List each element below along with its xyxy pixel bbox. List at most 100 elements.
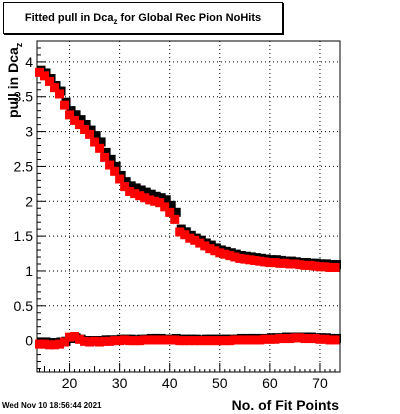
red-marker (320, 334, 330, 344)
red-marker (85, 337, 95, 347)
red-marker (205, 244, 215, 254)
red-marker (255, 335, 265, 345)
red-marker (110, 336, 120, 346)
red-marker (145, 195, 155, 205)
red-marker (55, 339, 65, 349)
red-marker (80, 336, 90, 346)
red-marker (115, 174, 125, 184)
red-marker (70, 115, 80, 125)
black-marker (156, 193, 166, 203)
red-marker (150, 196, 160, 206)
red-marker (250, 335, 260, 345)
red-marker (175, 227, 185, 237)
red-marker (300, 334, 310, 344)
red-marker (55, 89, 65, 99)
red-marker (45, 76, 55, 86)
red-marker (175, 336, 185, 346)
red-marker (160, 202, 170, 212)
red-marker (195, 238, 205, 248)
red-marker (75, 334, 85, 344)
y-tick-label: 3.5 (14, 89, 34, 105)
red-marker (155, 335, 165, 345)
red-marker (205, 336, 215, 346)
y-tick-label: 1.5 (14, 228, 34, 244)
y-tick-label: 0 (25, 333, 33, 349)
red-marker (330, 335, 340, 345)
red-marker (295, 260, 305, 270)
x-tick-label: 60 (262, 375, 278, 391)
red-marker (105, 160, 115, 170)
black-marker (166, 200, 176, 210)
red-marker (80, 124, 90, 134)
ylabel-main: pull in Dca (5, 47, 21, 118)
red-marker (140, 335, 150, 345)
red-marker (270, 334, 280, 344)
red-marker (305, 260, 315, 270)
red-marker (300, 260, 310, 270)
y-tick-label: 2 (25, 193, 33, 209)
red-marker (75, 120, 85, 130)
red-marker (290, 333, 300, 343)
red-marker (290, 259, 300, 269)
red-marker (130, 336, 140, 346)
red-marker (305, 334, 315, 344)
black-marker (131, 183, 141, 193)
title-sub: z (113, 17, 118, 27)
y-tick-label: 2.5 (14, 158, 34, 174)
black-marker (71, 110, 81, 120)
red-marker (255, 256, 265, 266)
red-marker (225, 336, 235, 346)
red-marker (35, 339, 45, 349)
red-marker (320, 262, 330, 272)
red-marker (135, 336, 145, 346)
x-axis-label: No. of Fit Points (231, 397, 339, 413)
x-tick-label: 20 (62, 375, 78, 391)
red-marker (270, 258, 280, 268)
red-marker (120, 182, 130, 192)
red-marker (135, 191, 145, 201)
red-marker (245, 255, 255, 265)
red-marker (265, 334, 275, 344)
red-marker (285, 259, 295, 269)
red-marker (325, 335, 335, 345)
timestamp: Wed Nov 10 18:56:44 2021 (2, 401, 102, 410)
red-marker (310, 334, 320, 344)
red-marker (210, 246, 220, 256)
red-marker (215, 248, 225, 258)
red-marker (315, 262, 325, 272)
black-marker (141, 187, 151, 197)
red-marker (330, 262, 340, 272)
red-marker (170, 214, 180, 224)
red-marker (230, 335, 240, 345)
red-marker (220, 336, 230, 346)
black-marker (91, 131, 101, 141)
x-tick-label: 50 (212, 375, 228, 391)
red-marker (150, 335, 160, 345)
black-marker (101, 147, 111, 157)
red-marker (100, 152, 110, 162)
axis-ticks: 20 30 40 50 60 70 0 0.5 1 1.5 2 2.5 3 3.5 4 (14, 47, 341, 391)
red-marker (285, 334, 295, 344)
black-marker (96, 137, 106, 147)
title-box: Fitted pull in Dcaz for Global Rec Pion … (3, 2, 283, 34)
y-tick-label: 4 (25, 54, 33, 70)
red-marker (125, 187, 135, 197)
red-marker (65, 332, 75, 342)
red-marker (185, 233, 195, 243)
red-marker (70, 331, 80, 341)
chart-title: Fitted pull in Dcaz for Global Rec Pion … (4, 12, 282, 26)
x-tick-label: 40 (162, 375, 178, 391)
red-marker (50, 340, 60, 350)
title-main: Fitted pull in Dca (24, 12, 114, 24)
x-tick-label: 70 (312, 375, 328, 391)
red-marker (180, 336, 190, 346)
red-marker (85, 129, 95, 139)
y-tick-label: 1 (25, 263, 33, 279)
red-marker (240, 335, 250, 345)
red-marker (90, 336, 100, 346)
red-marker (235, 335, 245, 345)
red-marker (165, 207, 175, 217)
black-marker (81, 120, 91, 130)
black-marker (106, 154, 116, 164)
